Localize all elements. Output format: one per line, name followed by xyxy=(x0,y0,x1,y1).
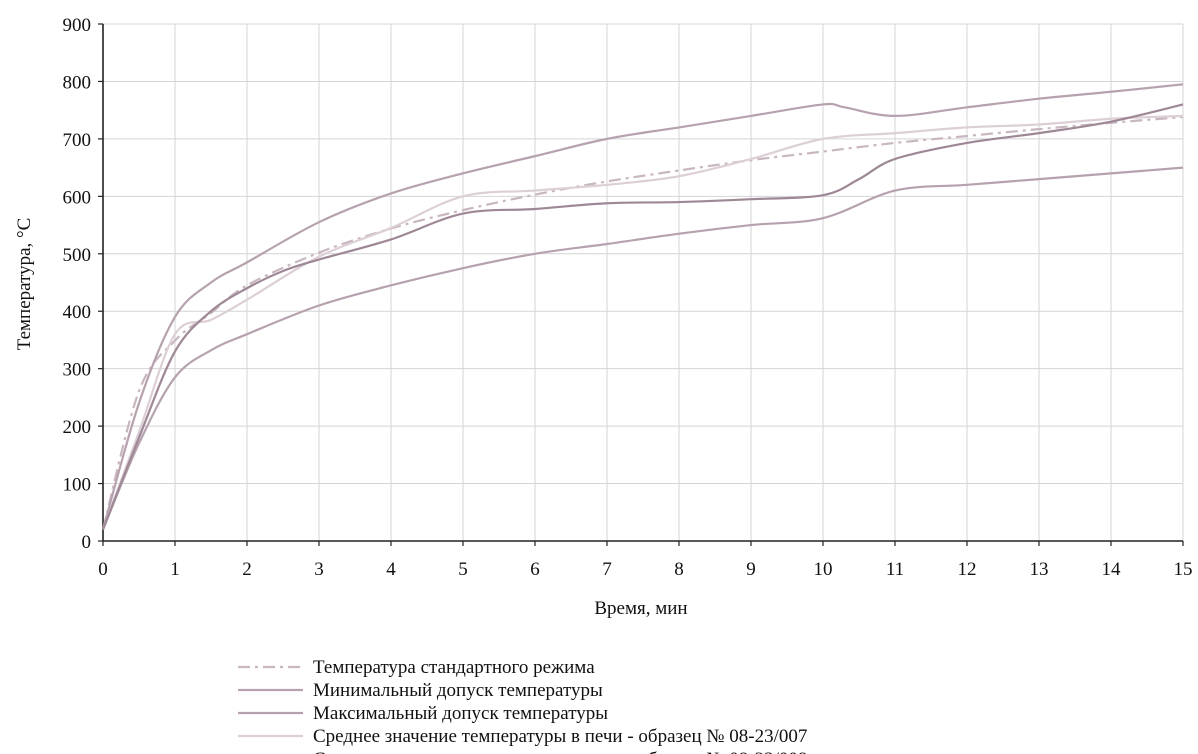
y-tick-label: 100 xyxy=(63,475,92,496)
y-tick-label: 500 xyxy=(63,245,92,266)
x-tick-label: 6 xyxy=(530,559,540,580)
legend-entry-label: Среднее значение температуры в печи - об… xyxy=(313,726,807,747)
y-axis-label: Температура, °С xyxy=(14,218,35,351)
legend-entry-label: Среднее значение температуры в печи - об… xyxy=(313,749,807,754)
series-lines xyxy=(101,83,1184,530)
x-tick-label: 12 xyxy=(958,559,977,580)
y-tick-label: 900 xyxy=(63,15,92,36)
x-tick-label: 9 xyxy=(746,559,756,580)
y-tick-label: 600 xyxy=(63,187,92,208)
x-tick-label: 5 xyxy=(458,559,468,580)
series-line-3 xyxy=(101,83,1184,530)
legend-entry-label: Минимальный допуск температуры xyxy=(313,680,603,701)
x-tick-label: 3 xyxy=(314,559,324,580)
legend-entry-label: Температура стандартного режима xyxy=(313,657,595,678)
x-tick-label: 4 xyxy=(386,559,396,580)
grid xyxy=(103,23,1184,541)
x-tick-label: 13 xyxy=(1030,559,1049,580)
series-line-4 xyxy=(101,114,1184,530)
legend-entry-label: Максимальный допуск температуры xyxy=(313,703,608,724)
y-tick-label: 0 xyxy=(82,532,92,553)
x-tick-label: 14 xyxy=(1102,559,1122,580)
x-tick-label: 15 xyxy=(1174,559,1193,580)
x-tick-label: 0 xyxy=(98,559,108,580)
y-tick-label: 400 xyxy=(63,302,92,323)
x-tick-label: 2 xyxy=(242,559,252,580)
y-tick-label: 200 xyxy=(63,417,92,438)
legend: Температура стандартного режимаМинимальн… xyxy=(238,657,807,754)
y-tick-labels: 0 100 200 300 400 500 600 700 800 900 xyxy=(63,15,92,553)
series-line-2 xyxy=(101,166,1184,530)
x-tick-labels: 0 1 2 3 4 5 6 7 8 9 10 11 12 13 14 15 xyxy=(98,559,1192,580)
x-tick-label: 1 xyxy=(170,559,180,580)
y-tick-label: 800 xyxy=(63,72,92,93)
x-tick-label: 7 xyxy=(602,559,612,580)
series-line-5 xyxy=(101,103,1184,530)
x-tick-label: 11 xyxy=(886,559,904,580)
y-tick-label: 700 xyxy=(63,130,92,151)
y-tick-label: 300 xyxy=(63,360,92,381)
x-axis-label: Время, мин xyxy=(594,598,687,619)
series-line-1 xyxy=(101,115,1184,530)
axes xyxy=(98,23,1184,546)
x-tick-label: 8 xyxy=(674,559,684,580)
x-tick-label: 10 xyxy=(814,559,833,580)
